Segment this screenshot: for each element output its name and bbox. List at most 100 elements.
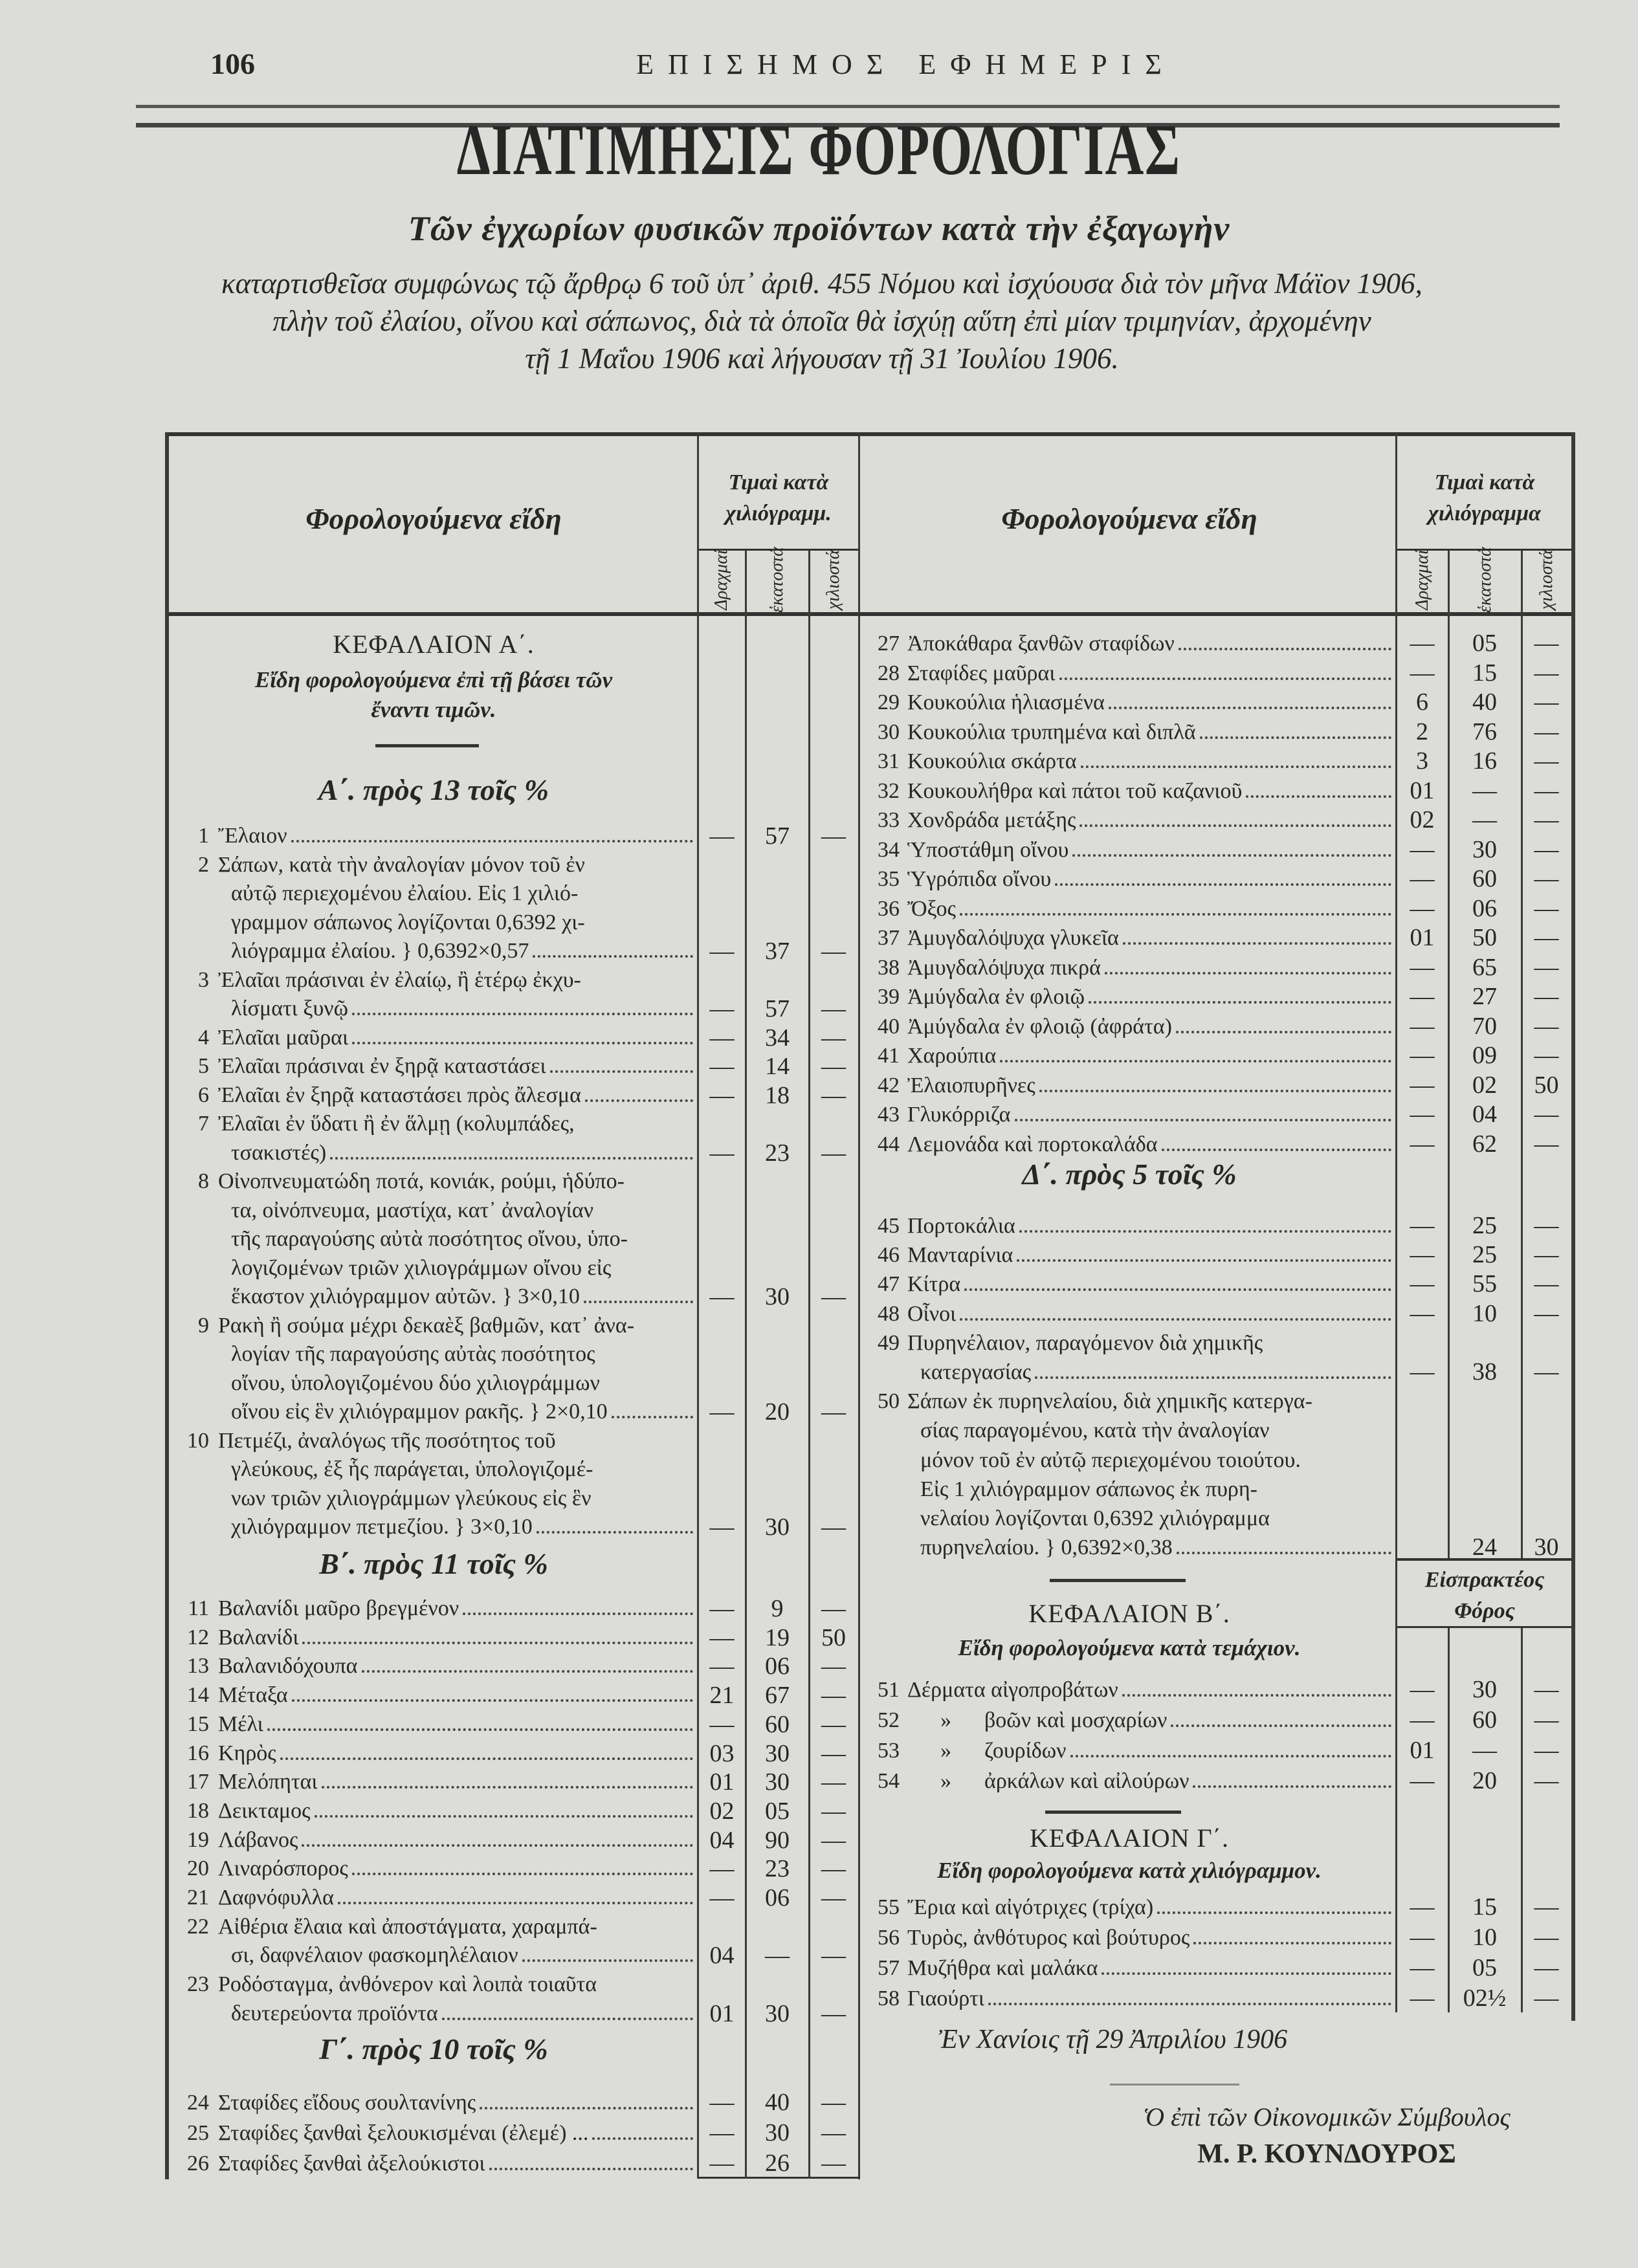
item-line: 49 Πυρηνέλαιον, παραγόμενον διὰ χημικῆς — [861, 1328, 1573, 1358]
item-text: Λιναρόσπορος — [218, 1856, 348, 1881]
price-hundredths: 23 — [765, 1855, 790, 1883]
item-line: — 38 — κατεργασίας — [861, 1358, 1573, 1387]
item-text: Μυζήθρα καὶ μαλάκα — [907, 1956, 1098, 1980]
price-hundredths: 70 — [1472, 1012, 1497, 1040]
intro-line: πλὴν τοῦ ἐλαίου, οἴνου καὶ σάπωνος, διὰ … — [272, 305, 1371, 337]
dot-leader — [1122, 942, 1391, 945]
item-number: 52 — [878, 1708, 900, 1732]
column-divider — [1521, 1627, 1523, 2012]
price-thousandths: — — [1534, 1767, 1559, 1794]
item-line: νων τριῶν χιλιογράμμων γλεύκους εἰς ἓν — [166, 1484, 861, 1514]
dot-leader — [302, 1844, 693, 1847]
price-drachmas: 01 — [709, 1768, 735, 1796]
item-line: 45 — 25 — Πορτοκάλια — [861, 1211, 1573, 1240]
document-title: ΔΙΑΤΙΜΗΣΙΣ ΦΟΡΟΛΟΓΙΑΣ — [0, 109, 1638, 192]
item-line: 17 01 30 — Μελόπηται — [166, 1768, 861, 1797]
item-number: 14 — [187, 1683, 209, 1708]
price-hundredths: 50 — [1472, 924, 1497, 951]
item-line: γραμμον σάπωνος λογίζονται 0,6392 χι- — [166, 908, 861, 938]
price-drachmas: — — [1410, 1924, 1435, 1951]
price-hundredths: 30 — [765, 1739, 790, 1767]
item-text: Γιαούρτι — [907, 1987, 985, 2010]
list-item: 17 01 30 — Μελόπηται — [166, 1768, 861, 1797]
item-text: Ἀμύγδαλα ἐν φλοιῷ — [907, 985, 1085, 1009]
list-item: 25 — 30 — Σταφίδες ξανθαὶ ξελουκισμέναι (ἐλε… — [166, 2118, 861, 2148]
price-subheader-rule — [698, 549, 859, 551]
item-number: 3 — [198, 967, 209, 992]
section-rule — [375, 744, 479, 747]
price-hundredths: 60 — [1472, 1706, 1497, 1734]
item-line: 3 Ἐλαῖαι πράσιναι ἐν ἐλαίῳ, ἢ ἑτέρῳ ἐκχυ- — [166, 966, 861, 995]
item-line: αὐτῷ περιεχομένου ἐλαίου. Εἰς 1 χιλιό- — [166, 879, 861, 908]
price-thousandths: — — [1534, 1212, 1559, 1239]
price-hundredths: 20 — [765, 1398, 790, 1426]
price-drachmas: — — [1410, 1042, 1435, 1069]
list-item: 52 — 60 — » βοῶν καὶ μοσχαρίων — [861, 1705, 1573, 1735]
column-divider — [745, 550, 747, 2179]
item-number: 24 — [187, 2091, 209, 2115]
dot-leader — [536, 1531, 693, 1534]
item-line: τα, οἰνόπνευμα, μαστίχα, κατ᾽ ἀναλογίαν — [166, 1196, 861, 1226]
dot-leader — [1161, 1148, 1391, 1151]
item-number: 54 — [878, 1769, 900, 1793]
place-and-date: Ἐν Χανίοις τῇ 29 Ἀπριλίου 1906 — [938, 2025, 1288, 2054]
price-hundredths: 05 — [1472, 630, 1497, 657]
price-hundredths: 26 — [765, 2150, 790, 2177]
dot-leader — [351, 1873, 693, 1876]
item-line: γλεύκους, ἐξ ἧς παράγεται, ὑπολογιζομέ- — [166, 1455, 861, 1484]
unit-header-hundredths: ἑκατοστά — [1475, 547, 1495, 613]
column-divider — [1395, 434, 1397, 2012]
price-hundredths: — — [1472, 806, 1497, 833]
list-item: 18 02 05 — Δεικταμος — [166, 1797, 861, 1826]
item-number: 58 — [878, 1987, 900, 2010]
list-item: 40 — 70 — Ἀμύγδαλα ἐν φλοιῷ (ἀφράτα) — [861, 1012, 1573, 1042]
item-line: 20 — 23 — Λιναρόσπορος — [166, 1855, 861, 1884]
price-header-line: χιλιόγραμμ. — [725, 501, 832, 525]
item-number: 45 — [878, 1214, 900, 1238]
price-hundredths: — — [1472, 776, 1497, 804]
price-drachmas: — — [709, 1595, 735, 1622]
dot-leader — [480, 2107, 693, 2109]
item-line: — 37 — λιόγραμμα ἐλαίου. } 0,6392×0,57 — [166, 937, 861, 966]
item-text: γραμμον σάπωνος λογίζονται 0,6392 χι- — [231, 910, 585, 934]
price-drachmas: — — [1410, 1241, 1435, 1269]
item-number: 7 — [198, 1112, 209, 1136]
price-hundredths: 30 — [1472, 1676, 1497, 1703]
item-number: 29 — [878, 690, 900, 714]
dot-leader — [1000, 1060, 1391, 1062]
item-text: οἴνου, ὑπολογιζομένου δύο χιλιογράμμων — [231, 1371, 600, 1395]
price-drachmas: 01 — [1410, 1737, 1435, 1764]
list-item: 42 — 02 50 Ἐλαιοπυρῆνες — [861, 1071, 1573, 1101]
chapter-b-subtitle: Εἴδη φορολογούμενα κατὰ τεμάχιον. — [958, 1635, 1301, 1660]
price-hundredths: 16 — [1472, 747, 1497, 775]
item-line: σίας παραγομένου, κατὰ τὴν ἀναλογίαν — [861, 1416, 1573, 1445]
price-thousandths: — — [821, 822, 846, 850]
item-text: Ἐλαῖαι πράσιναι ἐν ἐλαίῳ, ἢ ἑτέρῳ ἐκχυ- — [218, 967, 581, 992]
price-drachmas: — — [1410, 865, 1435, 892]
item-text: Κίτρα — [907, 1272, 961, 1297]
price-drachmas: — — [1410, 1358, 1435, 1385]
price-thousandths: — — [1534, 688, 1559, 716]
price-thousandths: — — [821, 1999, 846, 2027]
dot-leader — [352, 1041, 693, 1044]
item-text: Πορτοκάλια — [907, 1214, 1015, 1238]
item-text: Γλυκόρριζα — [907, 1103, 1011, 1127]
item-text: αὐτῷ περιεχομένου ἐλαίου. Εἰς 1 χιλιό- — [231, 881, 579, 905]
item-text: λογίαν τῆς παραγούσης αὐτὰς ποσότητος — [231, 1342, 595, 1366]
item-line: 10 Πετμέζι, ἀναλόγως τῆς ποσότητος τοῦ — [166, 1427, 861, 1456]
item-number: 32 — [878, 778, 900, 803]
item-text: λογιζομένων τριῶν χιλιογράμμων οἴνου εἰς — [231, 1255, 612, 1280]
item-text: λιόγραμμα ἐλαίου. } 0,6392×0,57 — [231, 939, 529, 963]
price-column-header: Τιμαὶ κατὰ χιλιόγραμμα — [1397, 467, 1573, 529]
dot-leader — [1079, 824, 1391, 827]
chapter-c-title: ΚΕΦΑΛΑΙΟΝ Γ΄. — [1030, 1823, 1229, 1853]
item-number: 10 — [187, 1428, 209, 1453]
chapter-c-subtitle: Εἴδη φορολογούμενα κατὰ χιλιόγραμμον. — [937, 1858, 1322, 1883]
dot-leader — [267, 1728, 693, 1731]
price-thousandths: — — [821, 1710, 846, 1738]
item-number: 16 — [187, 1741, 209, 1765]
price-drachmas: 04 — [709, 1826, 735, 1854]
item-line: νελαίου λογίζονται 0,6392 χιλιόγραμμα — [861, 1504, 1573, 1533]
price-thousandths: — — [821, 2119, 846, 2146]
item-text: σι, δαφνέλαιον φασκομηλέλαιον — [231, 1943, 518, 1968]
